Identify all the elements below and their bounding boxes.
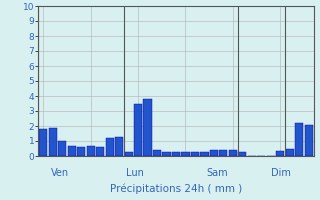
Bar [77,147,85,156]
Bar [229,150,237,156]
Bar [68,146,76,156]
Bar [39,129,47,156]
Bar [49,128,57,156]
Bar [305,124,313,156]
Bar [276,151,284,156]
Text: Dim: Dim [271,168,291,178]
Bar [134,104,142,156]
Bar [58,141,66,156]
Bar [163,152,171,156]
Bar [115,137,123,156]
Text: Sam: Sam [206,168,228,178]
Bar [286,148,294,156]
Bar [220,150,228,156]
Bar [172,152,180,156]
Bar [106,138,114,156]
Bar [181,152,189,156]
Text: Lun: Lun [126,168,144,178]
Text: Précipitations 24h ( mm ): Précipitations 24h ( mm ) [110,183,242,194]
Text: Ven: Ven [51,168,69,178]
Bar [86,146,95,156]
Bar [96,147,104,156]
Bar [200,152,209,156]
Bar [124,152,132,156]
Bar [238,152,246,156]
Bar [143,99,152,156]
Bar [191,152,199,156]
Bar [210,150,218,156]
Bar [295,123,303,156]
Bar [153,150,161,156]
